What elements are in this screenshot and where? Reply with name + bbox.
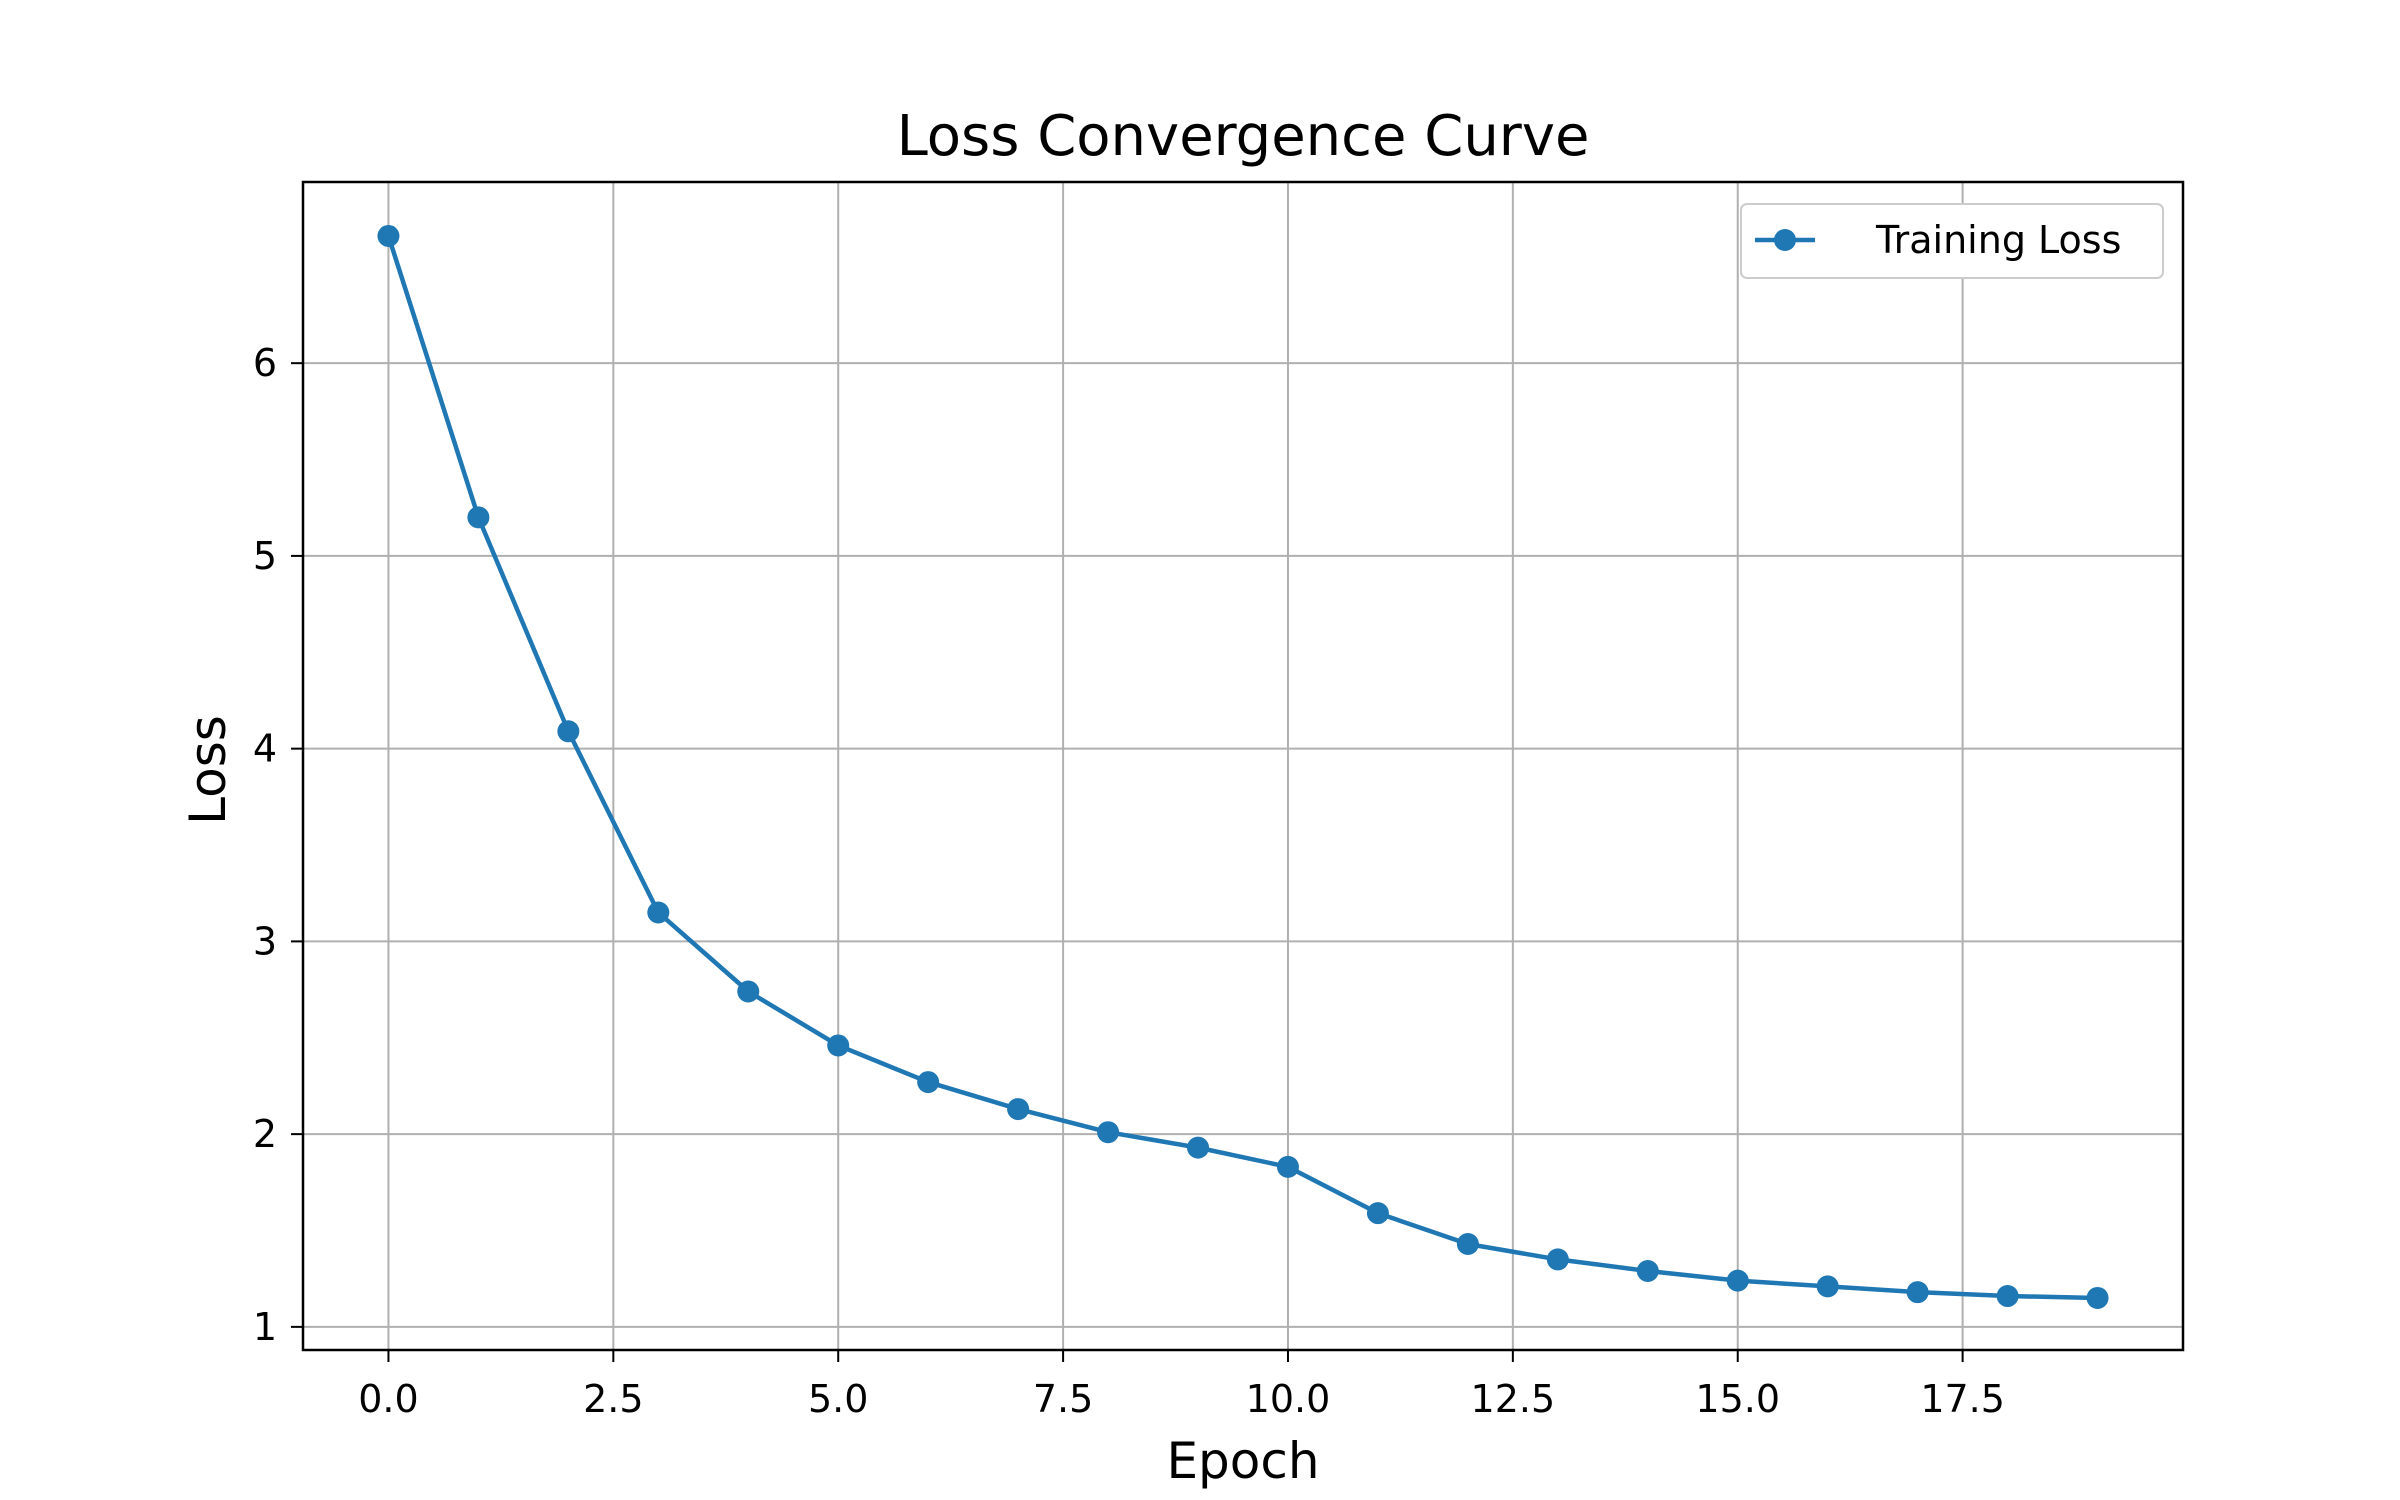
legend-box <box>1740 203 2164 279</box>
x-tick-label: 2.5 <box>583 1377 643 1421</box>
x-tick-label: 5.0 <box>808 1377 868 1421</box>
y-axis-label: Loss <box>179 715 237 825</box>
data-point <box>2086 1286 2109 1309</box>
data-point <box>1636 1259 1659 1282</box>
x-tick-label: 10.0 <box>1246 1377 1331 1421</box>
series-line-training-loss <box>386 235 2098 1301</box>
axis-ticks: 0.0 2.5 5.0 7.5 10.0 12.5 15.0 17.5 1 2 3 4 5 6 <box>253 341 2005 1421</box>
data-point <box>917 1071 940 1094</box>
data-point <box>1726 1269 1749 1292</box>
x-tick-label: 12.5 <box>1471 1377 1556 1421</box>
data-point <box>1546 1248 1569 1271</box>
data-point <box>1456 1232 1479 1255</box>
data-point <box>557 720 580 743</box>
data-point <box>377 224 400 247</box>
chart-title: Loss Convergence Curve <box>897 104 1590 169</box>
data-point <box>737 980 760 1003</box>
legend-marker-swatch <box>1774 229 1796 251</box>
x-tick-label: 15.0 <box>1695 1377 1780 1421</box>
y-tick-label: 5 <box>253 534 277 578</box>
data-point <box>1906 1281 1929 1304</box>
x-tick-label: 17.5 <box>1920 1377 2005 1421</box>
data-point <box>647 901 670 924</box>
y-tick-label: 4 <box>253 727 277 771</box>
y-tick-label: 2 <box>253 1112 277 1156</box>
data-point <box>1816 1275 1839 1298</box>
data-point <box>1187 1136 1210 1159</box>
legend-entry-training-loss: Training Loss <box>1875 218 2121 262</box>
data-point <box>1276 1155 1299 1178</box>
data-point <box>467 506 490 529</box>
data-point <box>1097 1121 1120 1144</box>
y-tick-label: 6 <box>253 341 277 385</box>
x-axis-label: Epoch <box>1166 1432 1319 1490</box>
x-tick-label: 7.5 <box>1033 1377 1093 1421</box>
data-point <box>1366 1202 1389 1225</box>
data-point <box>827 1034 850 1057</box>
x-tick-label: 0.0 <box>358 1377 418 1421</box>
legend: Training Loss <box>1740 203 2164 279</box>
grid-lines <box>303 182 2183 1350</box>
y-tick-label: 1 <box>253 1305 277 1349</box>
data-point <box>1996 1285 2019 1308</box>
data-point <box>1007 1098 1030 1121</box>
series-layer <box>377 224 2109 1309</box>
y-tick-label: 3 <box>253 919 277 963</box>
plot-area-frame <box>301 180 2185 1352</box>
